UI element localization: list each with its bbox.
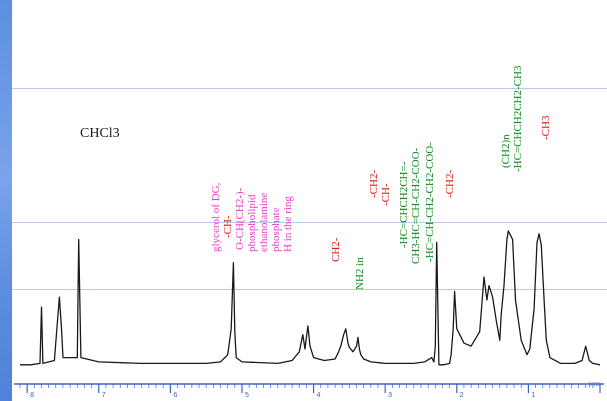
spectrum-line	[20, 230, 601, 366]
x-axis-unit: ppm	[588, 380, 601, 388]
peak-label: (CH2)n	[500, 134, 512, 168]
spectrum-series	[20, 230, 601, 366]
peak-label: -HC=CHCH2CH2-CH3	[512, 65, 524, 172]
left-edge-decoration	[0, 0, 12, 401]
peak-label: -CH3	[540, 115, 552, 140]
peak-label: NH2 in	[354, 257, 366, 290]
peak-label: O-CH(CH2-)-	[234, 187, 246, 250]
solvent-label: CHCl3	[80, 126, 120, 141]
x-tick-label-3: 3	[388, 392, 392, 399]
gridline-lower	[12, 289, 607, 290]
peak-label: ethanolamine	[258, 192, 270, 252]
x-tick-label-7: 7	[102, 392, 106, 399]
gridline-upper	[12, 88, 607, 89]
x-axis: 8 7 6 5 4 3 2 1	[14, 383, 604, 399]
peak-label: -HC=CHCH2CH=-	[398, 161, 410, 248]
x-tick-label-8: 8	[30, 392, 34, 399]
peak-label: -CH-	[380, 183, 392, 206]
x-tick-label-1: 1	[531, 392, 535, 399]
peak-label: glycerol of DG,	[210, 182, 222, 252]
x-tick-label-6: 6	[173, 392, 177, 399]
gridline-middle	[12, 222, 607, 223]
x-tick-label-2: 2	[460, 392, 464, 399]
peak-label: H in the ring	[282, 196, 294, 252]
peak-label: -HC=CH-CH2-CH2-COO-	[424, 142, 436, 262]
peak-label: -CH-	[222, 215, 234, 238]
peak-label: phosphate	[270, 207, 282, 252]
x-tick-label-4: 4	[317, 392, 321, 399]
peak-label: CH2-	[330, 237, 342, 262]
peak-label: -CH2-	[368, 169, 380, 198]
peak-label: phospholipid	[246, 194, 258, 252]
peak-label: -CH2-	[444, 169, 456, 198]
peak-label: CH3-HC=CH-CH2-COO-	[410, 147, 422, 264]
x-tick-label-5: 5	[245, 392, 249, 399]
